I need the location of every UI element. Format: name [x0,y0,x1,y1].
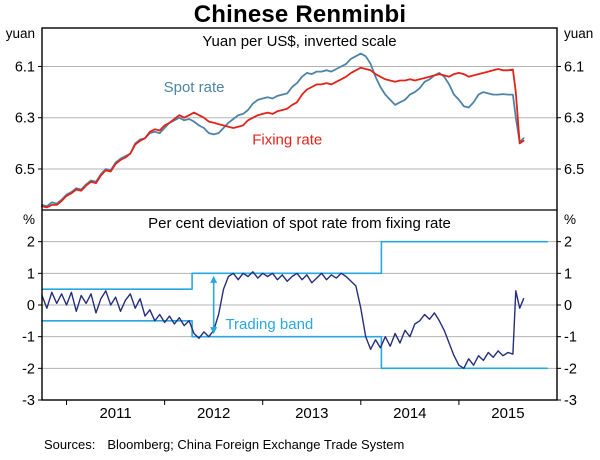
series-trading-band-lower [41,320,548,370]
y-axis-label-left: -1 [22,330,35,346]
arrow-up-head [210,275,218,283]
axis-unit-right: yuan [564,26,593,41]
x-axis-label: 2012 [197,405,230,422]
y-axis-label-left: 0 [27,298,35,314]
chart-title: Chinese Renminbi [193,1,407,28]
x-axis-label: 2013 [295,405,328,422]
y-axis-label-left: -2 [22,361,35,377]
y-axis-label-right: -2 [564,361,577,377]
series-fixing-rate [41,66,525,209]
panel-title: Yuan per US$, inverted scale [202,33,396,50]
x-axis-label: 2014 [393,405,426,422]
label-fixing-rate: Fixing rate [252,132,322,149]
y-axis-label-right: 1 [564,266,572,282]
y-axis-label-right: 0 [564,298,572,314]
y-axis-label-left: 2 [27,235,35,251]
y-axis-label-right: -1 [564,330,577,346]
y-axis-label-left: 6.3 [15,111,35,127]
axis-unit-left: % [23,212,35,227]
y-axis-label-left: -3 [22,393,35,409]
sources-text: Bloomberg; China Foreign Exchange Trade … [107,437,405,452]
y-axis-label-left: 1 [27,266,35,282]
chart-frame [41,27,558,401]
x-axis-label: 2015 [491,405,524,422]
x-axis-label: 2011 [99,405,131,422]
y-axis-label-right: 6.1 [564,59,584,75]
label-trading-band: Trading band [225,316,313,333]
y-axis-label-right: 6.3 [564,111,584,127]
arrow-down-head [210,327,218,335]
panel-title: Per cent deviation of spot rate from fix… [148,215,451,232]
sources-line: Sources: Bloomberg; China Foreign Exchang… [44,437,404,452]
sources-label: Sources: [44,437,96,452]
y-axis-label-right: 2 [564,235,572,251]
axis-unit-right: % [564,212,576,227]
y-axis-label-left: 6.5 [15,162,35,178]
y-axis-label-left: 6.1 [15,59,35,75]
y-axis-label-right: 6.5 [564,162,584,178]
series-deviation [41,271,525,369]
series-spot-rate [41,52,525,208]
label-spot-rate: Spot rate [164,79,225,96]
series-trading-band-upper [41,240,548,290]
y-axis-label-right: -3 [564,393,577,409]
axis-unit-left: yuan [6,26,35,41]
